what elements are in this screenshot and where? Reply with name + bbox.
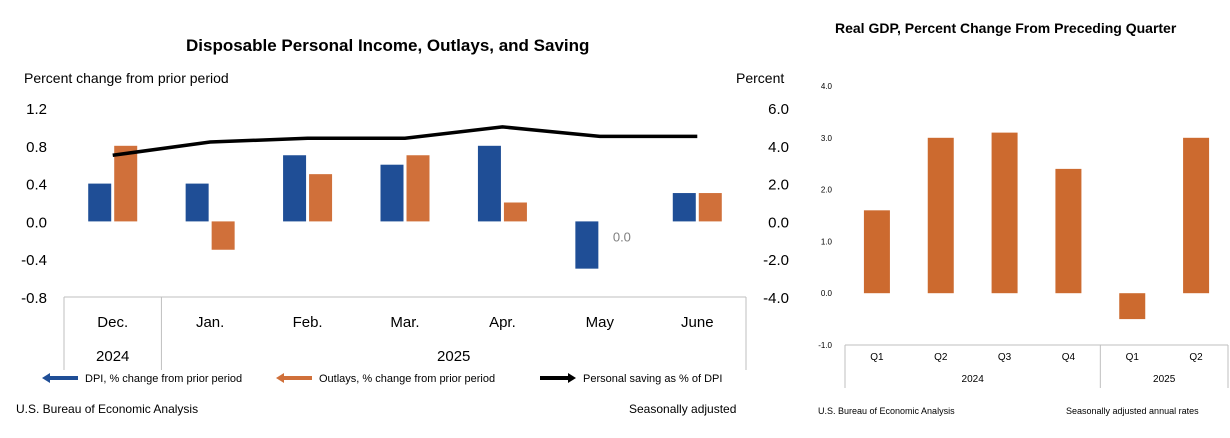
right-tick-label: 4.0: [768, 139, 789, 156]
gdp-tick-label: 1.0: [821, 237, 833, 246]
dpi-bar: [88, 183, 112, 222]
gdp-bar: [1055, 168, 1082, 294]
category-label: June: [681, 314, 714, 331]
year-label: 2024: [96, 348, 129, 365]
year-label: 2025: [437, 348, 470, 365]
gdp-category-label: Q4: [1062, 352, 1076, 363]
legend-item: Outlays, % change from prior period: [276, 373, 495, 385]
legend-arrow-icon: [42, 373, 78, 383]
gdp-tick-label: 0.0: [821, 289, 833, 298]
category-label: Apr.: [489, 314, 516, 331]
left-tick-label: 1.2: [26, 101, 47, 118]
gdp-bar: [863, 210, 890, 294]
dpi-bar: [477, 145, 501, 222]
outlays-bar: [698, 193, 722, 222]
legend-arrow-icon: [276, 373, 312, 383]
gdp-bar: [1183, 137, 1210, 294]
gdp-seasonal-note: Seasonally adjusted annual rates: [1066, 406, 1199, 416]
right-axis-label: Percent: [736, 70, 785, 86]
dpi-bar: [380, 164, 404, 222]
gdp-bar: [927, 137, 954, 294]
category-label: Feb.: [293, 314, 323, 331]
dpi-chart-title: Disposable Personal Income, Outlays, and…: [186, 36, 590, 55]
dpi-chart-plot: 1.2 0.8 0.4 0.0 -0.4 -0.8 6.0 4.0 2.0 0.0 -2.0 -4.0…: [21, 101, 789, 385]
category-label: Dec.: [97, 314, 128, 331]
gdp-tick-label: 4.0: [821, 82, 833, 91]
outlays-bar: [503, 202, 527, 222]
gdp-bar: [991, 132, 1018, 294]
legend-item: DPI, % change from prior period: [42, 373, 242, 385]
gdp-category-label: Q3: [998, 352, 1012, 363]
legend-label: Outlays, % change from prior period: [319, 373, 495, 385]
gdp-category-label: Q2: [1189, 352, 1203, 363]
right-tick-label: -2.0: [763, 252, 789, 269]
category-label: Jan.: [196, 314, 224, 331]
gdp-tick-label: -1.0: [818, 341, 832, 350]
outlays-bar: [211, 221, 235, 250]
outlays-bar: [406, 155, 430, 222]
left-tick-label: 0.0: [26, 214, 47, 231]
dpi-chart-panel: Disposable Personal Income, Outlays, and…: [16, 36, 789, 416]
gdp-chart-title: Real GDP, Percent Change From Preceding …: [835, 20, 1177, 36]
gdp-source-note: U.S. Bureau of Economic Analysis: [818, 406, 955, 416]
right-tick-label: 6.0: [768, 101, 789, 118]
dpi-bar: [672, 193, 696, 222]
left-axis-label: Percent change from prior period: [24, 70, 229, 86]
right-tick-label: 2.0: [768, 177, 789, 194]
legend-arrow-icon: [540, 373, 576, 383]
gdp-tick-label: 3.0: [821, 134, 833, 143]
category-label: May: [586, 314, 615, 331]
legend-label: Personal saving as % of DPI: [583, 373, 722, 385]
legend-item: Personal saving as % of DPI: [540, 373, 722, 385]
legend-label: DPI, % change from prior period: [85, 373, 242, 385]
right-tick-label: 0.0: [768, 214, 789, 231]
category-label: Mar.: [390, 314, 419, 331]
gdp-tick-label: 2.0: [821, 186, 833, 195]
gdp-chart-plot: 4.0 3.0 2.0 1.0 0.0 -1.0 2024 2025 Q1 Q2 Q3 Q4 Q1 Q2: [818, 82, 1229, 388]
gdp-category-label: Q2: [934, 352, 948, 363]
gdp-year-label: 2024: [962, 374, 985, 385]
gdp-year-label: 2025: [1153, 374, 1176, 385]
outlays-bar: [114, 145, 138, 222]
gdp-category-label: Q1: [1126, 352, 1140, 363]
saving-line: [112, 125, 698, 157]
left-tick-label: -0.4: [21, 252, 47, 269]
dpi-source-note: U.S. Bureau of Economic Analysis: [16, 402, 199, 416]
right-tick-label: -4.0: [763, 290, 789, 307]
gdp-bar: [1119, 293, 1146, 320]
dpi-bar: [185, 183, 209, 222]
gdp-category-label: Q1: [870, 352, 884, 363]
outlays-bar: [309, 174, 333, 222]
dpi-bar: [283, 155, 307, 222]
dpi-bar: [575, 221, 599, 269]
left-tick-label: 0.4: [26, 177, 47, 194]
left-tick-label: -0.8: [21, 290, 47, 307]
dpi-seasonal-note: Seasonally adjusted: [629, 402, 737, 416]
gdp-chart-panel: Real GDP, Percent Change From Preceding …: [800, 0, 1230, 438]
left-tick-label: 0.8: [26, 139, 47, 156]
zero-value-label: 0.0: [613, 229, 631, 244]
